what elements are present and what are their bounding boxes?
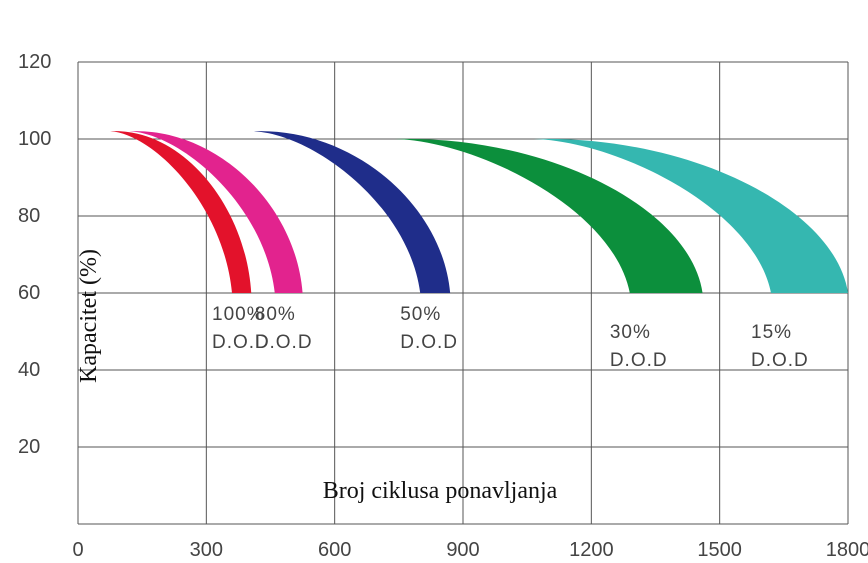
y-axis-title: Kapacitet (%) <box>76 249 102 383</box>
series-label-percent: 30% <box>610 322 651 343</box>
y-tick-label: 20 <box>18 436 40 458</box>
y-tick-label: 80 <box>18 205 40 227</box>
series-labels: 100% D.O.D 80% D.O.D 50% D.O.D 30% D.O.D 15% D.O.… <box>212 304 809 371</box>
series-areas <box>110 131 848 293</box>
x-axis-title: Broj ciklusa ponavljanja <box>323 478 558 504</box>
y-tick-label: 100 <box>18 128 51 150</box>
x-tick-label: 600 <box>318 539 351 561</box>
series-label-unit: D.O.D <box>751 350 809 371</box>
x-tick-label: 1800 <box>826 539 868 561</box>
series-band <box>533 138 848 293</box>
series-label-unit: D.O.D <box>255 332 313 353</box>
tick-labels: 0 300 600 900 1200 1500 1800 20 40 60 80 100 120 <box>18 51 868 561</box>
series-label-unit: D.O.D <box>400 332 458 353</box>
series-label-percent: 50% <box>400 304 441 325</box>
grid <box>77 61 849 525</box>
y-tick-label: 120 <box>18 51 51 73</box>
y-tick-label: 60 <box>18 282 40 304</box>
y-tick-label: 40 <box>18 359 40 381</box>
series-label-percent: 100% <box>212 304 265 325</box>
series-label-unit: D.O.D <box>212 332 270 353</box>
x-tick-label: 1500 <box>697 539 742 561</box>
series-label-percent: 15% <box>751 322 792 343</box>
series-band <box>110 131 252 293</box>
x-tick-label: 0 <box>72 539 83 561</box>
series-band <box>394 138 703 293</box>
series-label-percent: 80% <box>255 304 296 325</box>
x-tick-label: 300 <box>190 539 223 561</box>
x-tick-label: 1200 <box>569 539 614 561</box>
series-band <box>253 131 451 293</box>
series-label-unit: D.O.D <box>610 350 668 371</box>
series-band <box>129 131 303 293</box>
x-tick-label: 900 <box>446 539 479 561</box>
